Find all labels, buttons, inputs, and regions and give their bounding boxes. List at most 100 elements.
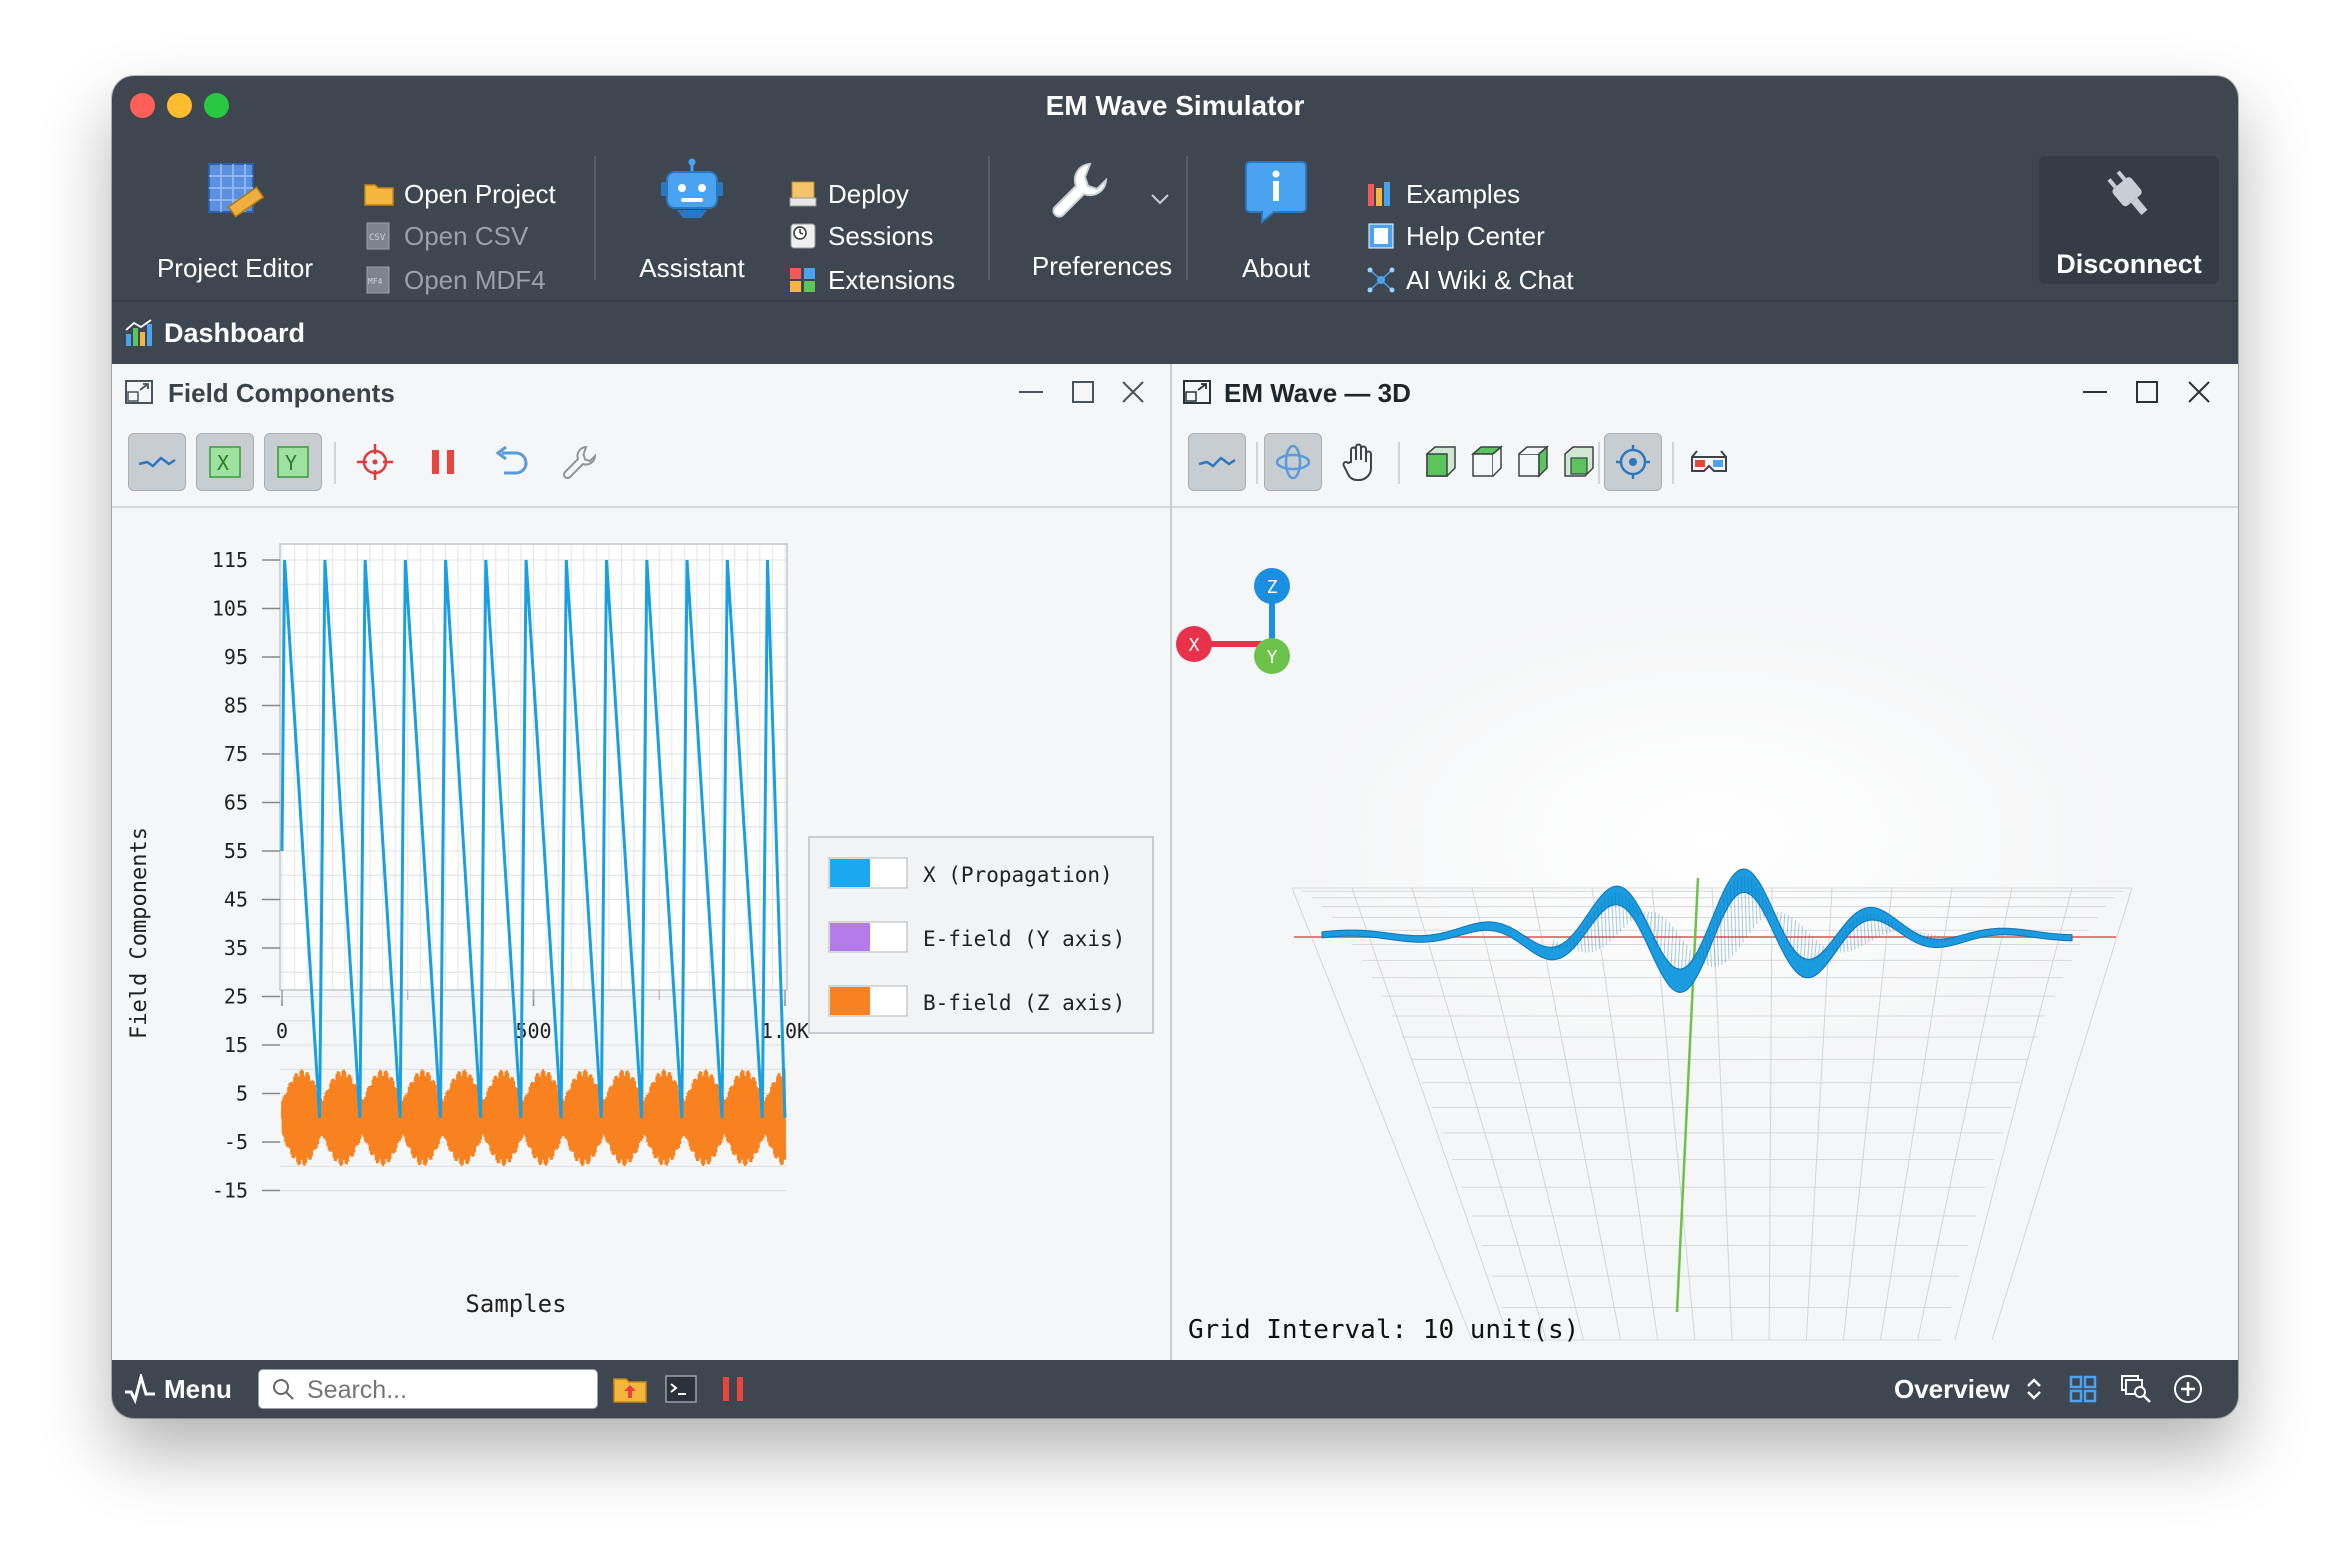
ai-wiki-button[interactable]: AI Wiki & Chat — [1366, 260, 1574, 300]
minimize-window-button[interactable] — [167, 93, 192, 118]
pause-tool[interactable] — [414, 433, 472, 491]
search-input[interactable] — [305, 1373, 589, 1407]
wave-shading — [1898, 926, 1901, 931]
z-axis-handle[interactable] — [1254, 568, 1290, 604]
close-window-button[interactable] — [130, 93, 155, 118]
crosshair-tool[interactable] — [346, 433, 404, 491]
minimize-panel-icon[interactable] — [1016, 378, 1046, 406]
em-wave-3d-viewport[interactable]: Z X Y Grid Interval: 10 unit(s) — [1172, 508, 2238, 1360]
wave-shading — [1873, 914, 1877, 939]
wave-shading — [1702, 944, 1705, 964]
undo-tool[interactable] — [482, 433, 540, 491]
tool-separator — [1398, 442, 1400, 484]
overview-selector[interactable]: Overview — [1894, 1370, 2044, 1408]
open-mdf4-button[interactable]: MF4 Open MDF4 — [364, 260, 546, 300]
wave-shading — [1698, 951, 1702, 962]
center-view-tool[interactable] — [1604, 433, 1662, 491]
view-iso-tool[interactable] — [1550, 433, 1608, 491]
view-side-tool[interactable] — [1504, 433, 1562, 491]
terminal-icon[interactable] — [664, 1374, 698, 1404]
grid-column — [1471, 887, 1584, 1341]
maximize-panel-icon[interactable] — [2132, 378, 2162, 406]
assistant-button[interactable]: Assistant — [612, 156, 772, 284]
wave-shading — [1901, 928, 1905, 931]
close-panel-icon[interactable] — [2184, 378, 2214, 406]
window-title: EM Wave Simulator — [1045, 90, 1305, 121]
legend-item-x-propagation[interactable]: X (Propagation) — [828, 857, 1113, 889]
wave-shading — [1793, 919, 1796, 953]
network-icon — [1367, 267, 1395, 293]
wave-shading — [1705, 937, 1709, 966]
tile-view-icon[interactable] — [2068, 1374, 2098, 1404]
preferences-button[interactable]: Preferences — [1002, 156, 1202, 284]
pause-icon[interactable] — [718, 1374, 748, 1404]
disconnect-button[interactable]: Disconnect — [2039, 156, 2219, 284]
dashboard-label[interactable]: Dashboard — [164, 318, 306, 348]
chevron-down-icon[interactable] — [1150, 192, 1170, 206]
line-chart-icon — [138, 456, 176, 468]
dashboard-icon — [125, 319, 152, 346]
wave-shading — [1649, 911, 1653, 934]
wave-shading — [1950, 937, 1954, 941]
minimize-panel-icon[interactable] — [2080, 378, 2110, 406]
sessions-button[interactable]: Sessions — [788, 216, 934, 256]
deploy-label: Deploy — [828, 178, 909, 209]
preferences-label: Preferences — [1031, 251, 1173, 281]
windows-search-icon[interactable] — [2120, 1374, 2152, 1404]
wave-shading — [1747, 876, 1751, 933]
open-csv-button[interactable]: CSV Open CSV — [364, 216, 528, 256]
series-b-field-line — [280, 1069, 787, 1167]
grid-column — [1351, 887, 1510, 1341]
wave-shading — [1761, 892, 1765, 918]
x-axis-handle[interactable] — [1176, 626, 1212, 662]
chart-toolbar: X Y — [112, 420, 1170, 508]
wave-shading — [1775, 911, 1779, 922]
pulse-icon — [125, 1374, 155, 1404]
pan-tool[interactable] — [1330, 433, 1388, 491]
open-folder-icon[interactable] — [612, 1373, 648, 1405]
legend-item-b-field[interactable]: B-field (Z axis) — [828, 985, 1125, 1017]
svg-text:Y: Y — [285, 451, 297, 475]
wave-shading — [1719, 904, 1723, 965]
wave-shading — [1674, 930, 1677, 971]
plot-mode-tool[interactable] — [1188, 433, 1246, 491]
wave-shading — [1681, 940, 1684, 972]
grid-column — [1411, 887, 1547, 1341]
open-project-button[interactable]: Open Project — [364, 174, 556, 214]
search-box[interactable] — [258, 1369, 598, 1409]
undo-icon — [495, 445, 528, 475]
project-editor-button[interactable]: Project Editor — [142, 156, 328, 284]
y-tick-label: 115 — [212, 548, 248, 572]
wave-shading — [1884, 917, 1887, 934]
deploy-button[interactable]: Deploy — [788, 174, 909, 214]
maximize-panel-icon[interactable] — [1068, 378, 1098, 406]
legend-item-e-field[interactable]: E-field (Y axis) — [828, 921, 1125, 953]
legend-label-x: X (Propagation) — [923, 863, 1113, 887]
add-circle-icon[interactable] — [2172, 1373, 2204, 1405]
line-chart-tool[interactable] — [128, 433, 186, 491]
detach-window-icon[interactable] — [124, 378, 154, 406]
close-panel-icon[interactable] — [1118, 378, 1148, 406]
menu-button[interactable]: Menu — [124, 1370, 232, 1408]
orbit-tool[interactable] — [1264, 433, 1322, 491]
extensions-button[interactable]: Extensions — [788, 260, 955, 300]
wave-shading — [1611, 893, 1614, 939]
x-axis-tool[interactable]: X — [196, 433, 254, 491]
3d-glasses-icon — [1691, 450, 1727, 472]
y-axis-handle[interactable] — [1254, 638, 1290, 674]
settings-tool[interactable] — [550, 433, 608, 491]
view-front-tool[interactable] — [1412, 433, 1470, 491]
wave-shading — [1831, 944, 1835, 952]
y-axis-tool[interactable]: Y — [264, 433, 322, 491]
y-tick-labels: 115 105 95 85 75 65 55 45 35 25 15 5 -5 -15 — [212, 548, 280, 1203]
examples-button[interactable]: Examples — [1366, 174, 1520, 214]
wave-shading — [1915, 931, 1919, 938]
detach-window-icon[interactable] — [1182, 378, 1212, 406]
zoom-window-button[interactable] — [204, 93, 229, 118]
view-top-tool[interactable] — [1458, 433, 1516, 491]
about-button[interactable]: About — [1206, 156, 1346, 284]
help-center-button[interactable]: Help Center — [1366, 216, 1545, 256]
stereo-view-tool[interactable] — [1680, 433, 1738, 491]
wave-shading — [1551, 939, 1555, 950]
